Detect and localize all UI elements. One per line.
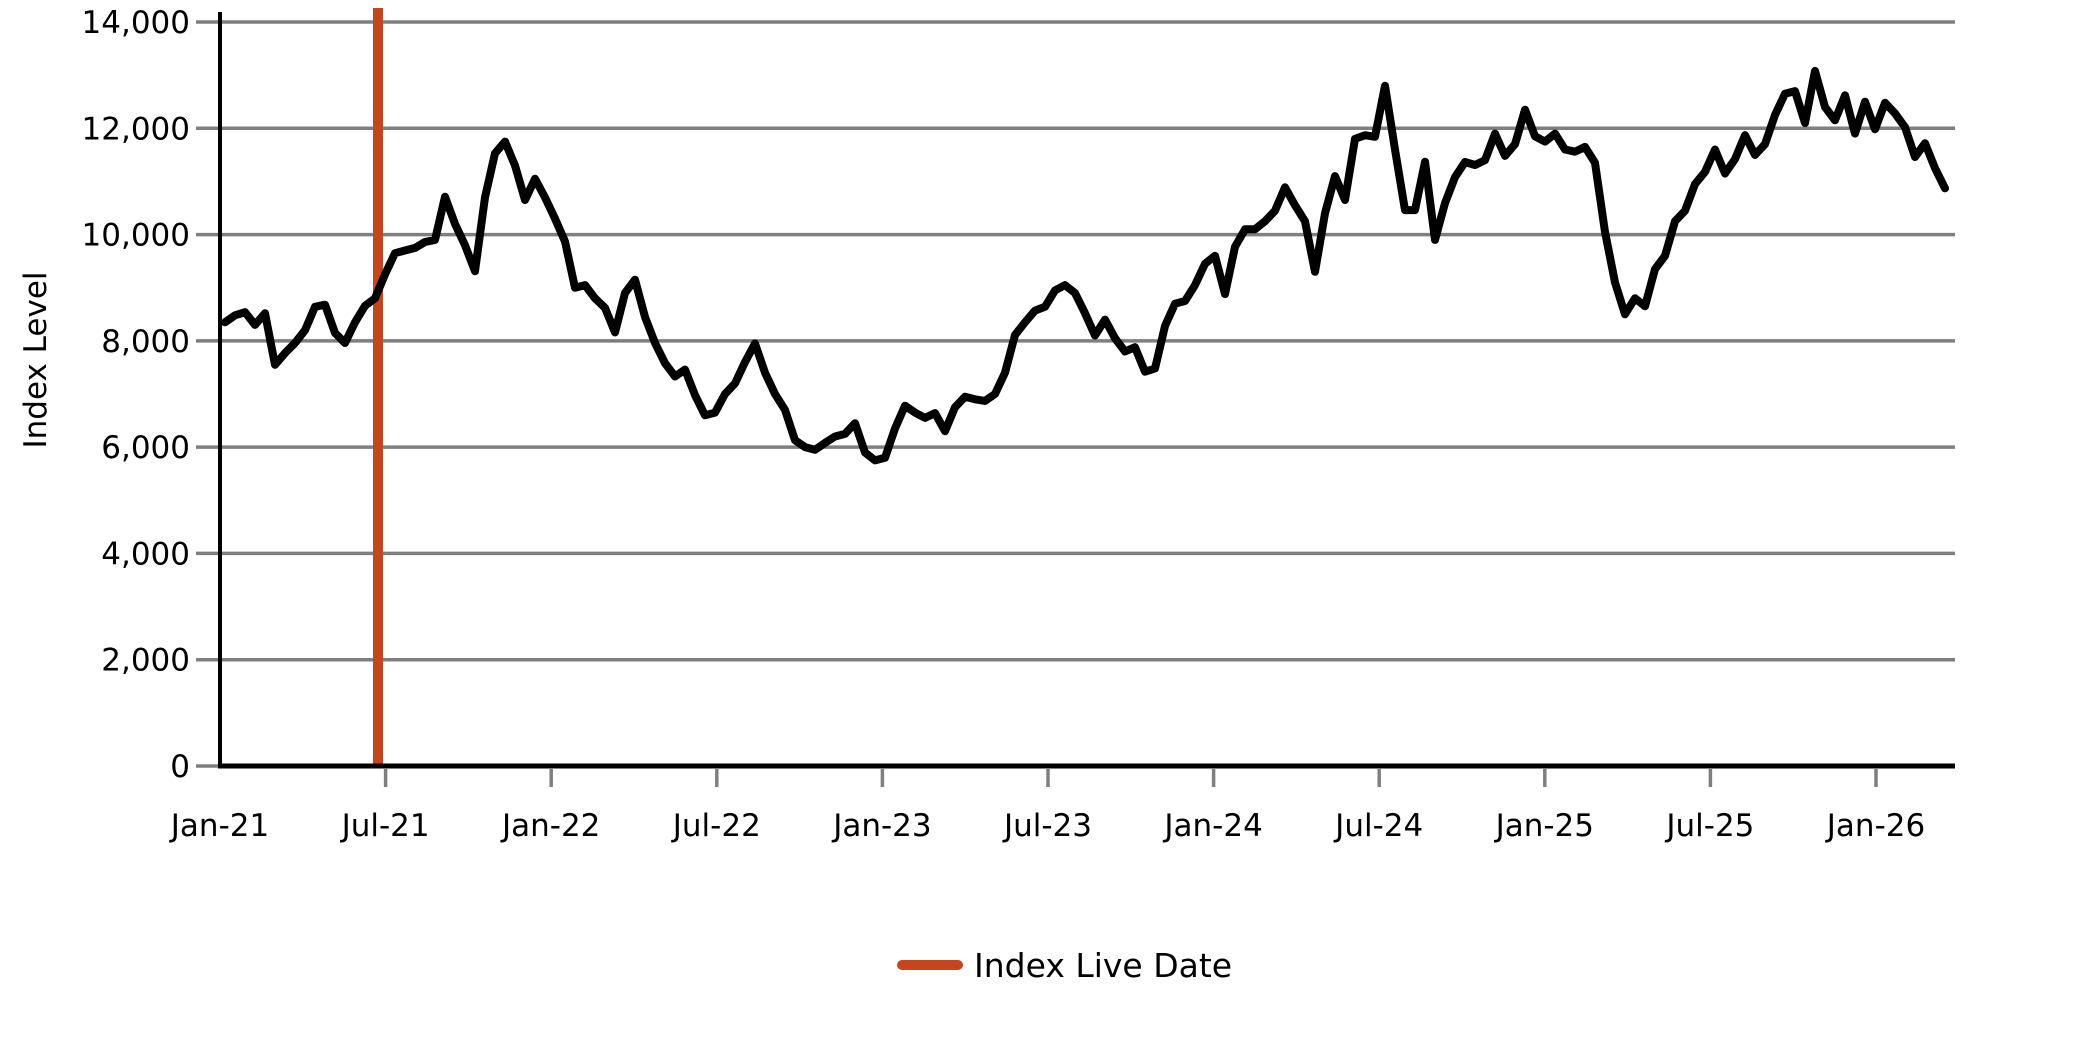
y-tick-label: 12,000 <box>82 111 190 147</box>
y-axis-title: Index Level <box>18 271 54 448</box>
x-tick-label: Jan-24 <box>1162 808 1262 844</box>
x-tick-label: Jul-24 <box>1333 808 1423 844</box>
x-tick-label: Jul-23 <box>1002 808 1092 844</box>
y-tick-labels: 0 2,000 4,000 6,000 8,000 10,000 12,000 14,000 <box>82 5 190 785</box>
x-tick-label: Jan-23 <box>831 808 931 844</box>
gridlines <box>220 20 1955 662</box>
y-tick-label: 10,000 <box>82 218 190 254</box>
x-tick-label: Jul-25 <box>1664 808 1754 844</box>
y-tick-label: 8,000 <box>101 324 190 360</box>
x-tick-label: Jan-25 <box>1494 808 1594 844</box>
y-tick-label: 6,000 <box>101 430 190 466</box>
x-tick-label: Jul-21 <box>340 808 430 844</box>
x-tick-label: Jan-26 <box>1825 808 1925 844</box>
index-level-line <box>221 66 1949 465</box>
legend-label: Index Live Date <box>974 946 1232 985</box>
y-tick-label: 14,000 <box>82 5 190 41</box>
x-tick-marks <box>383 769 1878 787</box>
x-tick-label: Jul-22 <box>671 808 761 844</box>
y-tick-label: 0 <box>170 749 190 785</box>
y-tick-label: 4,000 <box>101 536 190 572</box>
y-tick-label: 2,000 <box>101 643 190 679</box>
x-tick-labels: Jan-21 Jul-21 Jan-22 Jul-22 Jan-23 Jul-23 Jan-… <box>169 808 1925 844</box>
y-tick-marks <box>196 20 218 768</box>
legend: Index Live Date <box>897 946 1232 985</box>
x-tick-label: Jan-22 <box>500 808 600 844</box>
x-tick-label: Jan-21 <box>169 808 269 844</box>
